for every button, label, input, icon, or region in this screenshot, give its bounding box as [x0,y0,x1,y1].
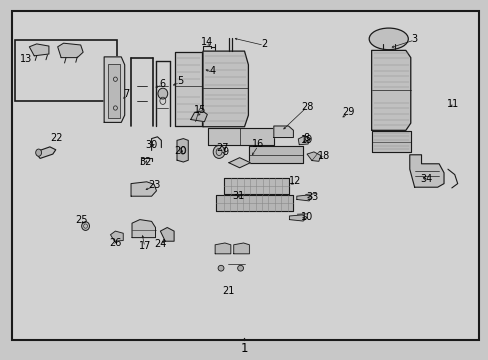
Text: 26: 26 [109,238,122,248]
Text: 12: 12 [288,176,301,186]
Polygon shape [175,52,202,126]
Polygon shape [110,231,123,241]
Text: 18: 18 [317,151,330,161]
Polygon shape [203,51,248,127]
Ellipse shape [368,28,407,50]
Polygon shape [207,128,273,145]
Text: 23: 23 [148,180,161,190]
Text: 6: 6 [160,78,165,89]
Polygon shape [177,139,188,162]
Text: 30: 30 [145,140,158,150]
Text: 2: 2 [261,39,266,49]
Ellipse shape [158,88,167,99]
Text: 8: 8 [303,133,309,143]
Text: 16: 16 [251,139,264,149]
Text: 32: 32 [139,157,152,167]
Text: 25: 25 [75,215,88,225]
Text: 9: 9 [223,147,228,157]
Ellipse shape [213,145,224,158]
Text: 5: 5 [177,76,183,86]
Polygon shape [228,158,250,168]
Polygon shape [371,131,410,152]
Ellipse shape [81,222,89,230]
Polygon shape [296,195,311,201]
Polygon shape [216,195,293,211]
Polygon shape [233,243,249,254]
Bar [107,64,120,118]
Text: 22: 22 [50,132,63,143]
Polygon shape [37,147,56,158]
Text: 4: 4 [209,66,215,76]
Text: 31: 31 [231,191,244,201]
Polygon shape [273,126,293,138]
Text: 14: 14 [201,37,213,48]
Polygon shape [104,57,124,122]
Ellipse shape [218,265,224,271]
Polygon shape [306,152,320,161]
Text: 3: 3 [411,33,417,44]
Text: 11: 11 [446,99,458,109]
Polygon shape [224,178,288,194]
Polygon shape [131,182,156,196]
Ellipse shape [36,149,41,156]
Polygon shape [371,50,410,130]
Ellipse shape [237,265,243,271]
Text: 1: 1 [240,342,248,355]
Text: 27: 27 [216,143,228,153]
Polygon shape [409,155,443,187]
Polygon shape [58,43,83,58]
Text: 19: 19 [300,135,312,145]
Text: 10: 10 [300,212,313,222]
Polygon shape [215,243,230,254]
Text: 34: 34 [419,174,432,184]
Polygon shape [160,228,174,241]
Text: 17: 17 [138,240,151,251]
Text: 20: 20 [173,146,186,156]
Polygon shape [289,215,306,221]
Text: 28: 28 [300,102,313,112]
Polygon shape [29,44,49,56]
Text: 33: 33 [305,192,318,202]
Text: 21: 21 [222,286,235,296]
Polygon shape [132,220,155,238]
Polygon shape [249,146,303,163]
Text: 15: 15 [194,105,206,115]
Bar [15,40,117,101]
Text: 13: 13 [20,54,33,64]
Polygon shape [190,111,207,122]
Polygon shape [298,136,309,145]
Text: 29: 29 [341,107,354,117]
Text: 24: 24 [154,239,166,249]
Text: 7: 7 [123,89,129,99]
